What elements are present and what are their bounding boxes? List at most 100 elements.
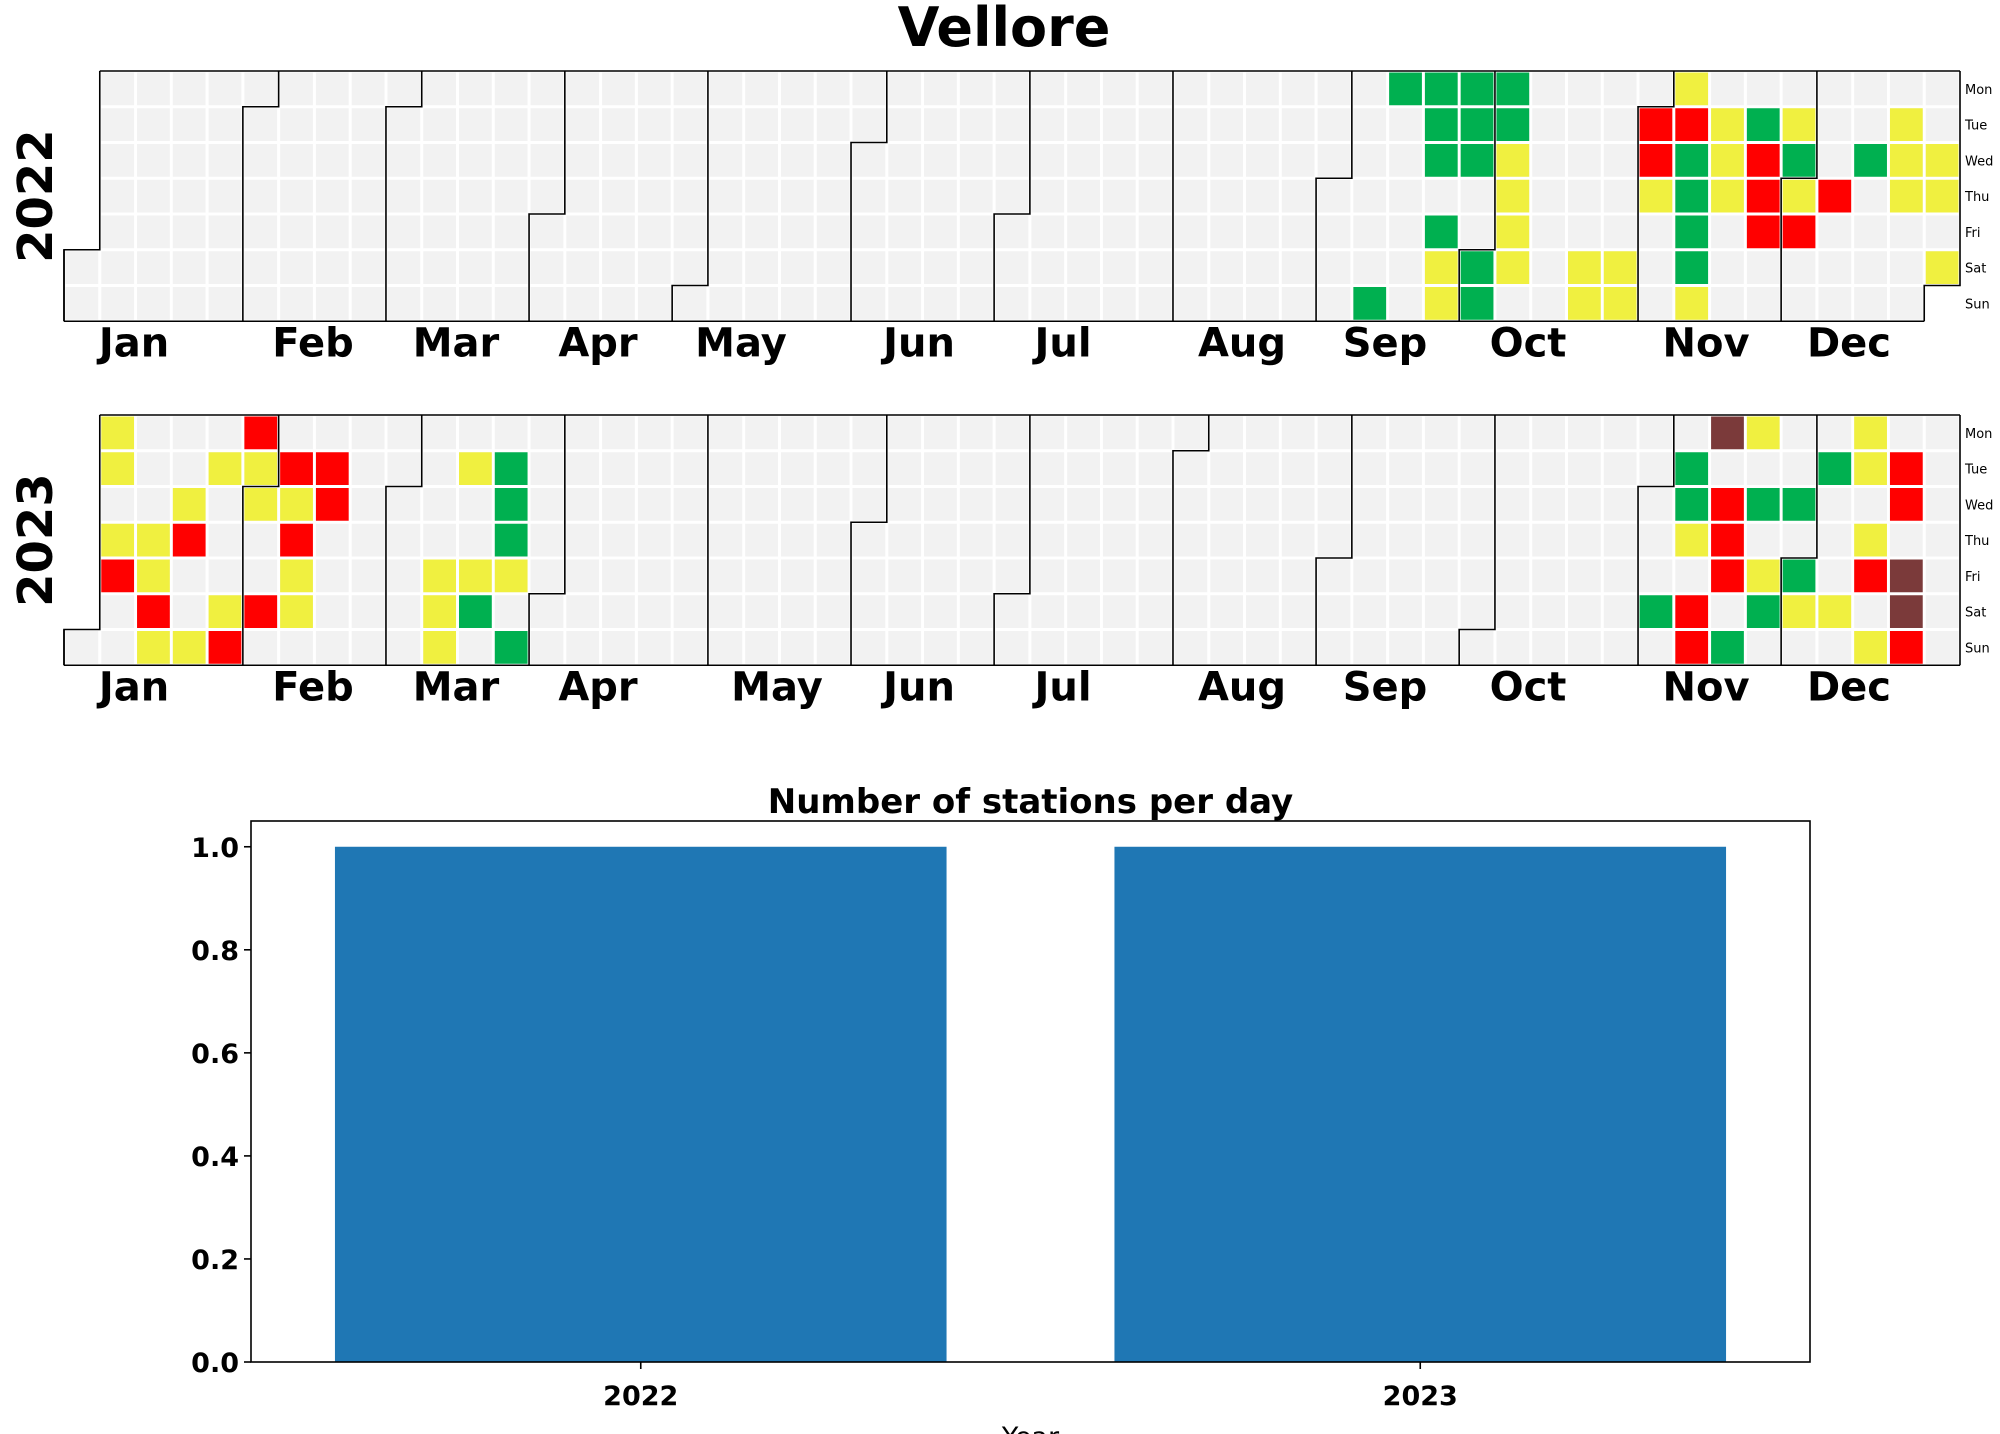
calendar-day-cell (1102, 452, 1136, 485)
month-label: Jul (1031, 320, 1091, 366)
calendar-day-cell (1281, 72, 1315, 106)
calendar-day-cell (1246, 416, 1279, 450)
calendar-day-cell (1067, 452, 1100, 485)
calendar-day-good (1424, 108, 1458, 141)
calendar-day-cell (1925, 72, 1959, 106)
calendar-day-cell (1353, 559, 1387, 593)
calendar-day-poor (172, 523, 206, 557)
calendar-day-cell (1639, 452, 1673, 485)
calendar-day-cell (244, 287, 278, 320)
calendar-day-cell (602, 287, 635, 320)
month-boundary-line (528, 71, 566, 322)
calendar-day-good (1639, 595, 1673, 628)
calendar-day-cell (1854, 287, 1887, 320)
calendar-day-cell (888, 452, 922, 485)
month-label: Jan (96, 664, 169, 710)
calendar-day-moderate (1496, 251, 1530, 284)
calendar-day-cell (1532, 452, 1565, 485)
calendar-day-poor (1746, 179, 1780, 213)
calendar-day-good (1460, 108, 1494, 141)
calendar-day-cell (1424, 452, 1458, 485)
calendar-day-cell (459, 72, 492, 106)
calendar-day-cell (315, 416, 349, 450)
calendar-day-cell (1603, 144, 1637, 177)
calendar-day-cell (1854, 108, 1887, 141)
calendar-day-cell (924, 108, 957, 141)
calendar-day-cell (1246, 251, 1279, 284)
calendar-day-cell (780, 595, 814, 628)
calendar-day-cell (745, 179, 778, 213)
month-label: Nov (1662, 664, 1749, 710)
plot-frame (250, 820, 1811, 1363)
calendar-day-very_poor (1889, 595, 1923, 628)
calendar-day-cell (1889, 215, 1923, 249)
calendar-day-cell (995, 559, 1029, 593)
calendar-day-cell (852, 488, 886, 521)
calendar-day-cell (1174, 452, 1208, 485)
calendar-day-cell (602, 72, 635, 106)
calendar-day-cell (1532, 72, 1565, 106)
calendar-day-moderate (1889, 108, 1923, 141)
calendar-day-cell (101, 215, 135, 249)
weekday-label: Tue (1964, 119, 1987, 134)
calendar-day-cell (959, 215, 993, 249)
calendar-day-cell (459, 416, 492, 450)
calendar-day-cell (1603, 595, 1637, 628)
calendar-day-cell (1281, 559, 1315, 593)
calendar-day-cell (1496, 287, 1530, 320)
calendar-day-cell (387, 215, 421, 249)
calendar-day-cell (852, 287, 886, 320)
calendar-day-cell (423, 488, 457, 521)
calendar-day-cell (995, 595, 1029, 628)
calendar-day-cell (101, 72, 135, 106)
calendar-day-cell (1031, 144, 1065, 177)
calendar-day-moderate (172, 488, 206, 521)
calendar-day-good (1424, 72, 1458, 106)
calendar-day-moderate (1424, 287, 1458, 320)
calendar-day-cell (1031, 179, 1065, 213)
calendar-day-cell (602, 215, 635, 249)
calendar-day-good (1782, 144, 1816, 177)
calendar-day-cell (423, 416, 457, 450)
calendar-day-good (1675, 215, 1709, 249)
calendar-day-cell (995, 287, 1029, 320)
calendar-day-cell (995, 488, 1029, 521)
calendar-day-cell (1567, 72, 1601, 106)
month-boundary-line (1780, 415, 1818, 666)
calendar-day-poor (1746, 144, 1780, 177)
calendar-day-cell (1567, 452, 1601, 485)
calendar-day-cell (1389, 488, 1422, 521)
figure-title: Vellore (898, 0, 1111, 59)
calendar-day-cell (1603, 523, 1637, 557)
month-boundary-line (242, 71, 280, 322)
calendar-day-cell (1424, 631, 1458, 664)
calendar-day-cell (208, 251, 242, 284)
calendar-day-cell (315, 108, 349, 141)
calendar-day-good (1389, 72, 1422, 106)
calendar-day-cell (423, 287, 457, 320)
calendar-day-cell (888, 215, 922, 249)
calendar-day-cell (1067, 108, 1100, 141)
calendar-day-cell (1639, 631, 1673, 664)
calendar-day-cell (1102, 287, 1136, 320)
month-boundary-line (671, 71, 709, 322)
calendar-day-cell (1389, 287, 1422, 320)
calendar-day-cell (351, 452, 385, 485)
calendar-day-poor (244, 416, 278, 450)
calendar-day-cell (1532, 416, 1565, 450)
calendar-day-cell (852, 523, 886, 557)
calendar-day-cell (1460, 523, 1494, 557)
month-label: Dec (1807, 320, 1891, 366)
calendar-day-cell (566, 108, 600, 141)
calendar-day-cell (1353, 523, 1387, 557)
calendar-day-cell (602, 416, 635, 450)
calendar-day-cell (351, 595, 385, 628)
calendar-day-poor (1889, 452, 1923, 485)
calendar-day-poor (1889, 488, 1923, 521)
calendar-day-cell (1925, 416, 1959, 450)
calendar-day-good (1675, 452, 1709, 485)
calendar-day-cell (315, 251, 349, 284)
calendar-day-moderate (1711, 144, 1744, 177)
calendar-day-cell (423, 108, 457, 141)
calendar-day-poor (1639, 108, 1673, 141)
